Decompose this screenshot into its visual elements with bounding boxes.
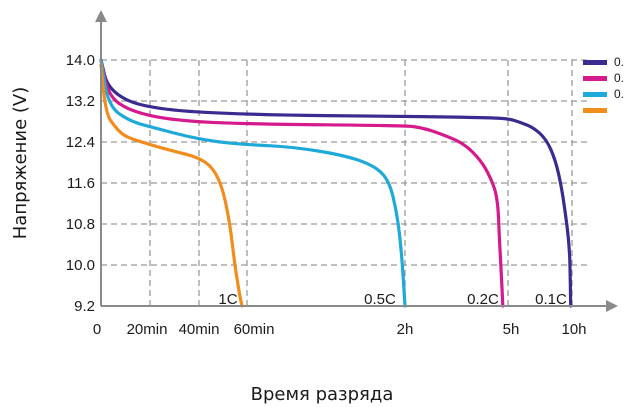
series-line xyxy=(99,58,407,308)
y-tick-label: 10.0 xyxy=(66,257,95,274)
x-tick-labels: 0 20min 40min 60min 2h 5h 10h xyxy=(93,321,587,338)
rate-annotation: 0.2C xyxy=(467,291,499,308)
legend-label: 0. xyxy=(614,71,624,85)
y-tick-label: 9.2 xyxy=(74,298,95,315)
x-tick-label: 2h xyxy=(397,321,414,338)
y-axis-arrow-icon xyxy=(95,10,107,22)
series-line xyxy=(99,58,573,308)
x-tick-label: 60min xyxy=(234,321,275,338)
y-axis-label: Напряжение (V) xyxy=(10,87,31,240)
legend-swatch xyxy=(583,60,607,65)
x-axis-label: Время разряда xyxy=(251,384,394,405)
y-tick-label: 14.0 xyxy=(66,52,95,69)
y-tick-label: 13.2 xyxy=(66,93,95,110)
x-tick-label: 40min xyxy=(179,321,220,338)
rate-annotation: 0.1C xyxy=(535,291,567,308)
legend-swatch xyxy=(583,76,607,81)
y-tick-label: 12.4 xyxy=(66,134,95,151)
x-tick-label: 20min xyxy=(127,321,168,338)
grid-lines xyxy=(101,59,588,306)
x-tick-label: 10h xyxy=(561,321,586,338)
legend-swatch xyxy=(583,108,607,113)
rate-annotation: 0.5C xyxy=(364,291,396,308)
y-tick-label: 10.8 xyxy=(66,216,95,233)
legend-label: 0. xyxy=(614,87,624,101)
legend-swatch xyxy=(583,92,607,97)
x-axis-arrow-icon xyxy=(606,300,618,312)
rate-annotations: 1C 0.5C 0.2C 0.1C xyxy=(218,291,567,308)
axes xyxy=(95,10,618,312)
legend-label: 0. xyxy=(614,55,624,69)
y-tick-labels: 14.0 13.2 12.4 11.6 10.8 10.0 9.2 xyxy=(66,52,95,315)
legend: 0. 0. 0. xyxy=(583,55,624,113)
series-line xyxy=(99,63,244,308)
rate-annotation: 1C xyxy=(218,291,237,308)
x-tick-label: 0 xyxy=(93,321,101,338)
x-tick-label: 5h xyxy=(503,321,520,338)
discharge-curves xyxy=(99,58,573,308)
y-tick-label: 11.6 xyxy=(67,175,95,192)
series-line xyxy=(99,58,505,308)
